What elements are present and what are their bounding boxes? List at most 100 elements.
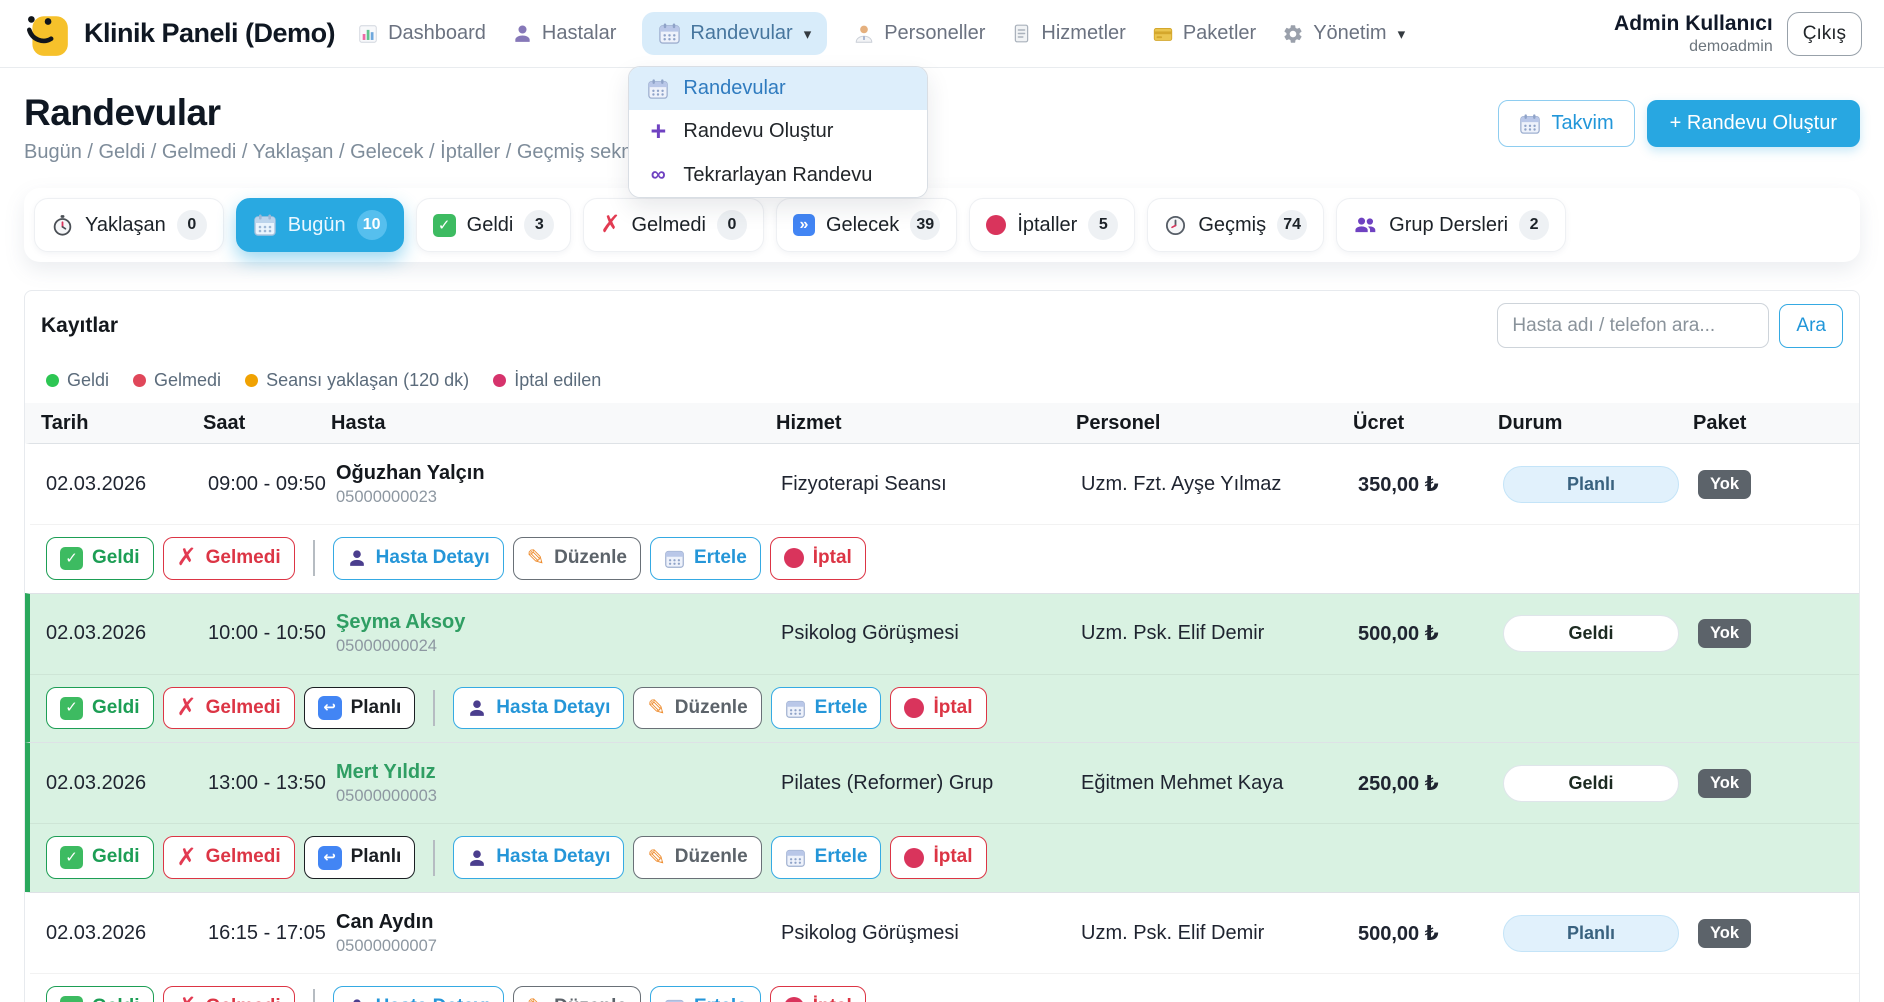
dropdown-item-tekrarlayan-randevu[interactable]: ∞ Tekrarlayan Randevu [629,153,928,197]
calendar-icon [647,78,669,100]
appointment-date: 02.03.2026 [46,921,147,944]
cancel-circle-icon [783,548,804,569]
geldi-button[interactable]: ✓Geldi [46,836,154,880]
gelmedi-button[interactable]: ✗Gelmedi [162,986,295,1002]
price: 250,00 ₺ [1358,772,1439,795]
x-icon: ✗ [177,995,197,1002]
status-badge: Geldi [1503,764,1679,802]
nav-item-yonetim[interactable]: Yönetim ▾ [1282,22,1405,45]
hasta-detayi-button[interactable]: Hasta Detayı [332,537,504,580]
duzenle-button[interactable]: ✎Düzenle [633,836,762,880]
search-input[interactable] [1497,303,1770,348]
iptal-button[interactable]: İptal [890,836,987,880]
gelmedi-button[interactable]: ✗Gelmedi [162,836,295,880]
nav-item-randevular[interactable]: Randevular ▾ Randevular [628,12,929,198]
legend-iptal-edilen: İptal edilen [493,370,601,391]
gear-icon [1282,23,1304,45]
row-actions: ✓ Geldi ✗ Gelmedi ↩ Planlı Hasta Detayı ✎ Dü… [30,673,1859,743]
planli-button[interactable]: ↩ Planlı [303,686,416,730]
divider [433,690,436,727]
calendar-view-button[interactable]: Takvim [1498,100,1635,147]
iptal-button[interactable]: İptal [769,986,866,1002]
nav-item-dashboard[interactable]: Dashboard [357,22,486,45]
calendar-icon [253,213,277,237]
records-card: Kayıtlar Ara Geldi Gelmedi Seansı yaklaş… [24,290,1860,1002]
patient-cell: Mert Yıldız 05000000003 [336,761,781,806]
patient-name: Oğuzhan Yalçın [336,461,485,484]
calendar-icon [664,997,685,1002]
pencil-icon: ✎ [526,545,546,571]
logout-button[interactable]: Çıkış [1786,11,1862,56]
geldi-button[interactable]: ✓Geldi [46,986,154,1002]
card-icon [1152,23,1174,45]
search-button[interactable]: Ara [1779,303,1843,348]
row-actions: ✓Geldi ✗Gelmedi Hasta Detayı ✎Düzenle Er… [30,524,1859,593]
tab-geldi[interactable]: ✓ Geldi 3 [415,198,572,252]
return-arrow-icon: ↩ [317,845,342,870]
package-badge: Yok [1698,619,1752,649]
page-title: Randevular [24,92,221,133]
patient-name: Şeyma Aksoy [336,611,466,634]
person-icon [347,997,367,1002]
geldi-button[interactable]: ✓Geldi [46,686,154,730]
duzenle-button[interactable]: ✎Düzenle [512,537,641,580]
hasta-detayi-button[interactable]: Hasta Detayı [453,686,625,730]
nav-item-hastalar[interactable]: Hastalar [512,22,616,45]
tab-count: 10 [356,210,387,240]
duzenle-button[interactable]: ✎Düzenle [633,686,762,730]
staff-name: Eğitmen Mehmet Kaya [1081,771,1284,794]
cancel-circle-icon [904,698,925,719]
table-header: Tarih Saat Hasta Hizmet Personel Ücret D… [25,403,1859,443]
tab-count: 39 [910,210,941,240]
tab-gelecek[interactable]: » Gelecek 39 [775,198,958,252]
dropdown-item-randevular[interactable]: Randevular [629,67,928,110]
package-cell: Yok [1698,469,1843,499]
patient-phone: 05000000024 [336,637,437,656]
price: 350,00 ₺ [1358,473,1439,496]
appointment-time: 13:00 - 13:50 [208,771,326,794]
tab-gelmedi[interactable]: ✗ Gelmedi 0 [583,198,764,252]
hasta-detayi-button[interactable]: Hasta Detayı [332,986,504,1002]
tab-bugun[interactable]: Bugün 10 [235,198,404,252]
create-appointment-button[interactable]: + Randevu Oluştur [1646,100,1860,147]
geldi-button[interactable]: ✓Geldi [46,537,154,580]
ertele-button[interactable]: Ertele [770,686,882,730]
filter-tabs: Yaklaşan 0 Bugün 10 ✓ Geldi 3 ✗ Gelmedi … [24,188,1860,262]
tab-yaklasan[interactable]: Yaklaşan 0 [34,198,224,252]
ertele-button[interactable]: Ertele [649,537,761,580]
dropdown-item-randevu-olustur[interactable]: + Randevu Oluştur [629,110,928,153]
document-icon [1011,23,1032,44]
tab-count: 2 [1519,210,1550,240]
iptal-button[interactable]: İptal [890,686,987,730]
tab-grup-dersleri[interactable]: Grup Dersleri 2 [1336,198,1567,252]
gelmedi-button[interactable]: ✗Gelmedi [162,686,295,730]
ertele-button[interactable]: Ertele [770,836,882,880]
dashboard-icon [357,23,379,45]
calendar-icon [1519,113,1541,135]
gelmedi-button[interactable]: ✗Gelmedi [162,537,295,580]
service-name: Psikolog Görüşmesi [781,921,959,944]
iptal-button[interactable]: İptal [769,537,866,580]
cancel-circle-icon [986,215,1007,235]
cancel-circle-icon [904,847,925,868]
nav-item-paketler[interactable]: Paketler [1152,22,1256,45]
status-cell: Planlı [1503,914,1698,952]
patient-phone: 05000000003 [336,786,437,805]
nav-item-personeller[interactable]: Personeller [853,22,985,45]
appointment-time: 09:00 - 09:50 [208,472,326,495]
group-icon [1353,215,1378,236]
patient-name: Mert Yıldız [336,760,436,783]
col-saat: Saat [203,411,246,434]
cancel-circle-icon [783,997,804,1002]
tab-gecmis[interactable]: Geçmiş 74 [1147,198,1325,252]
nav-item-hizmetler[interactable]: Hizmetler [1011,22,1126,45]
tab-iptaller[interactable]: İptaller 5 [969,198,1136,252]
package-badge: Yok [1698,469,1752,499]
hasta-detayi-button[interactable]: Hasta Detayı [453,836,625,880]
duzenle-button[interactable]: ✎Düzenle [512,986,641,1002]
planli-button[interactable]: ↩ Planlı [303,836,416,880]
staff-name: Uzm. Fzt. Ayşe Yılmaz [1081,472,1282,495]
ertele-button[interactable]: Ertele [649,986,761,1002]
patient-phone: 05000000007 [336,936,437,955]
user-meta: Admin Kullanıcı demoadmin [1614,11,1773,55]
